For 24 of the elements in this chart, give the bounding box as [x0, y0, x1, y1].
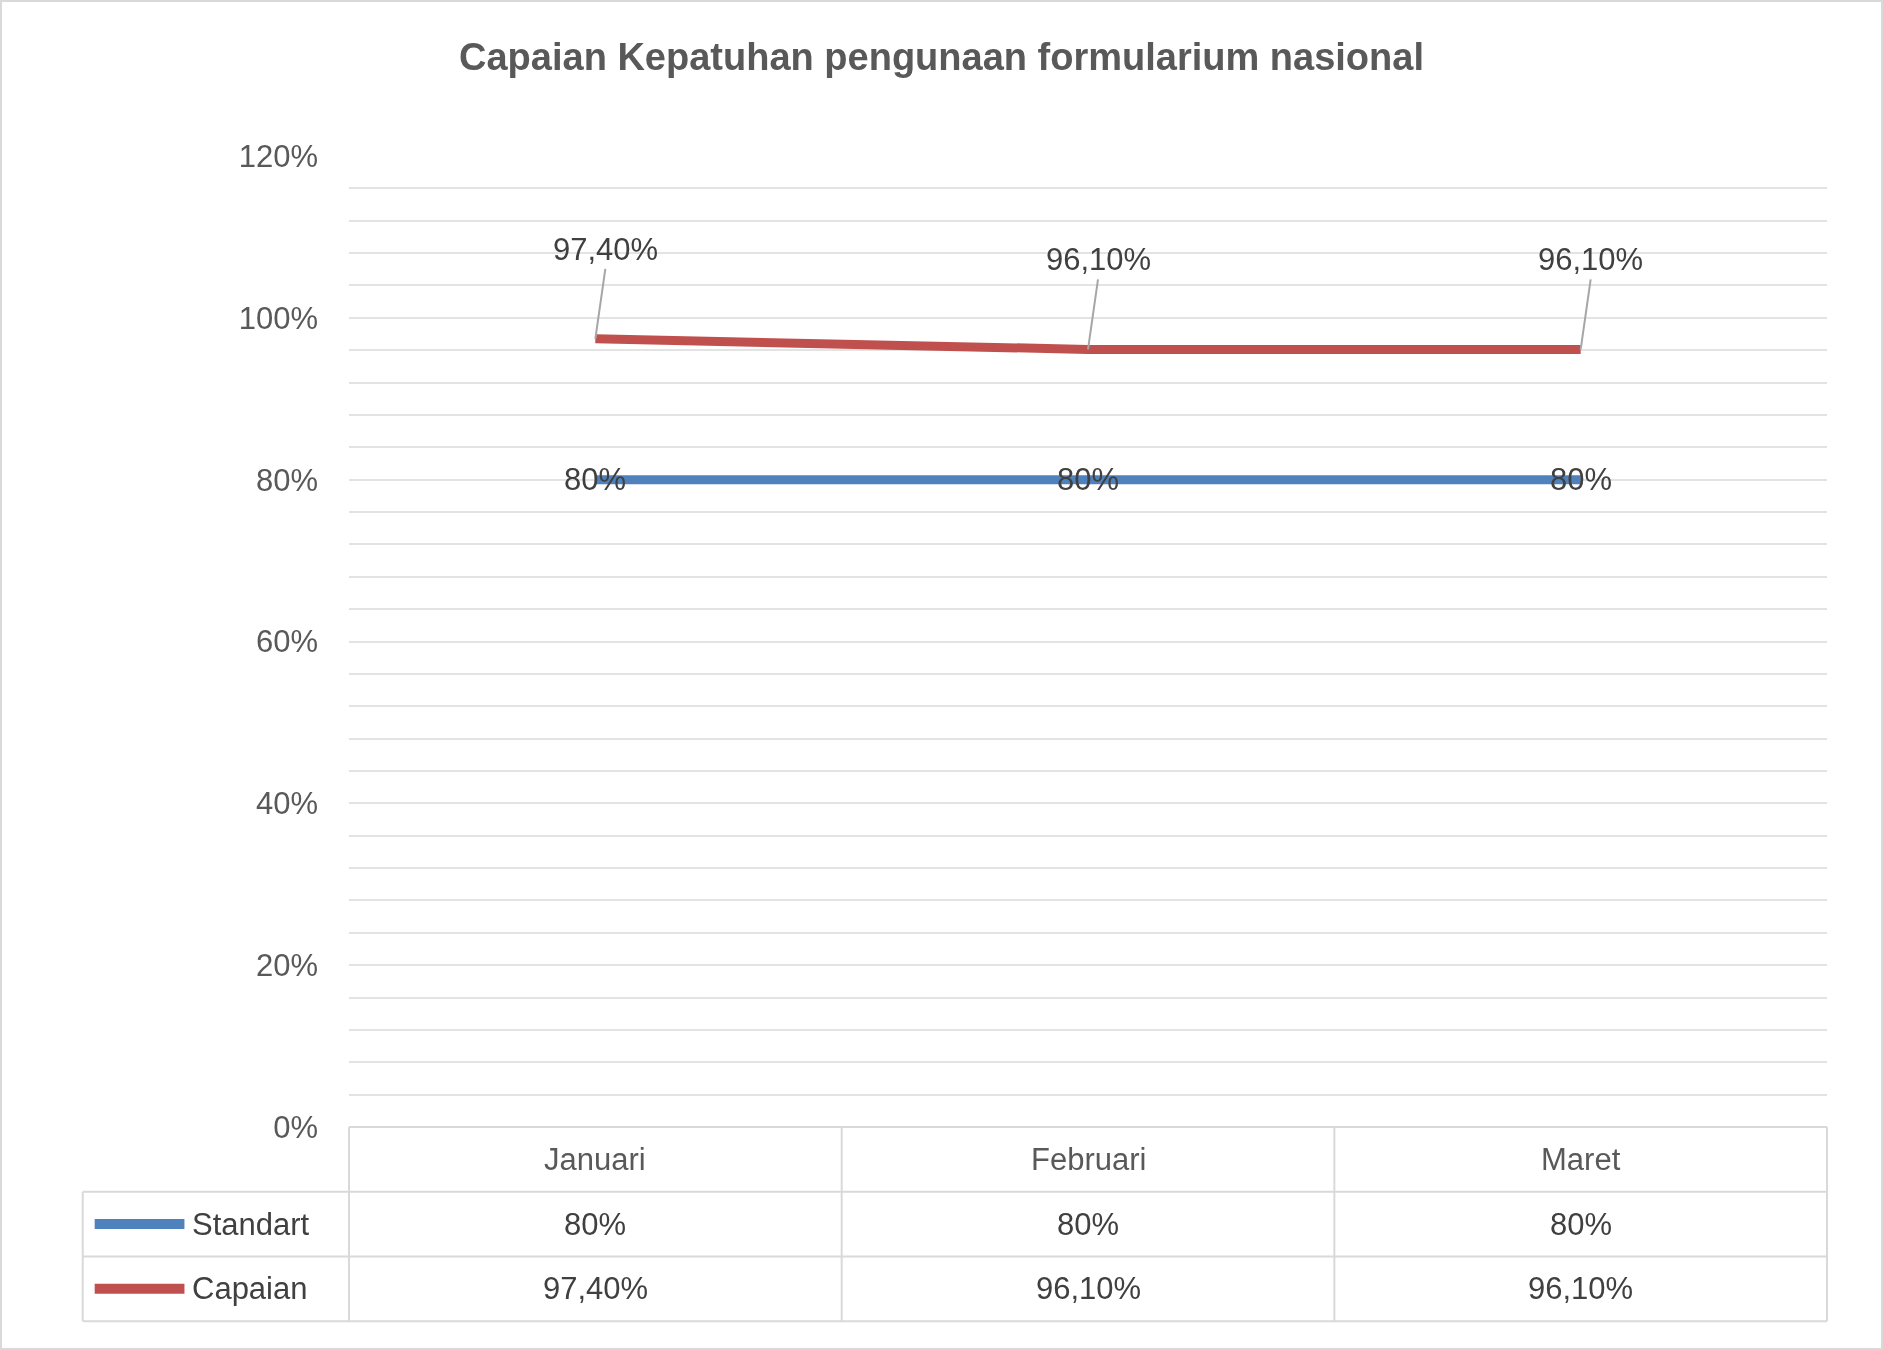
y-tick-label: 20%: [255, 948, 318, 984]
text: 96,10%: [1538, 242, 1644, 277]
legend-label: Standart: [192, 1207, 310, 1242]
y-tick-label: 60%: [255, 624, 318, 660]
data-label: 80%: [1550, 1207, 1613, 1242]
text: 80%: [564, 462, 627, 497]
x-tick-label: Februari: [1031, 1142, 1147, 1177]
data-label: 96,10%: [1036, 1271, 1142, 1306]
y-tick-label: 100%: [238, 300, 318, 336]
y-tick-label: 40%: [255, 786, 318, 822]
data-label: 80%: [1057, 1207, 1120, 1242]
text: 80%: [1550, 462, 1613, 497]
text: 97,40%: [553, 232, 659, 267]
y-tick-label: 80%: [255, 462, 318, 498]
text: 96,10%: [1046, 242, 1152, 277]
x-tick-label: Januari: [544, 1142, 646, 1177]
data-label: 97,40%: [543, 1271, 649, 1306]
x-tick-label: Maret: [1541, 1142, 1621, 1177]
chart-title: Capaian Kepatuhan pengunaan formularium nasional: [459, 36, 1424, 79]
data-label: 80%: [564, 1207, 627, 1242]
y-tick-label: 120%: [238, 138, 318, 174]
y-tick-label: 0%: [273, 1109, 318, 1145]
data-label: 96,10%: [1528, 1271, 1634, 1306]
legend-label: Capaian: [192, 1271, 308, 1306]
